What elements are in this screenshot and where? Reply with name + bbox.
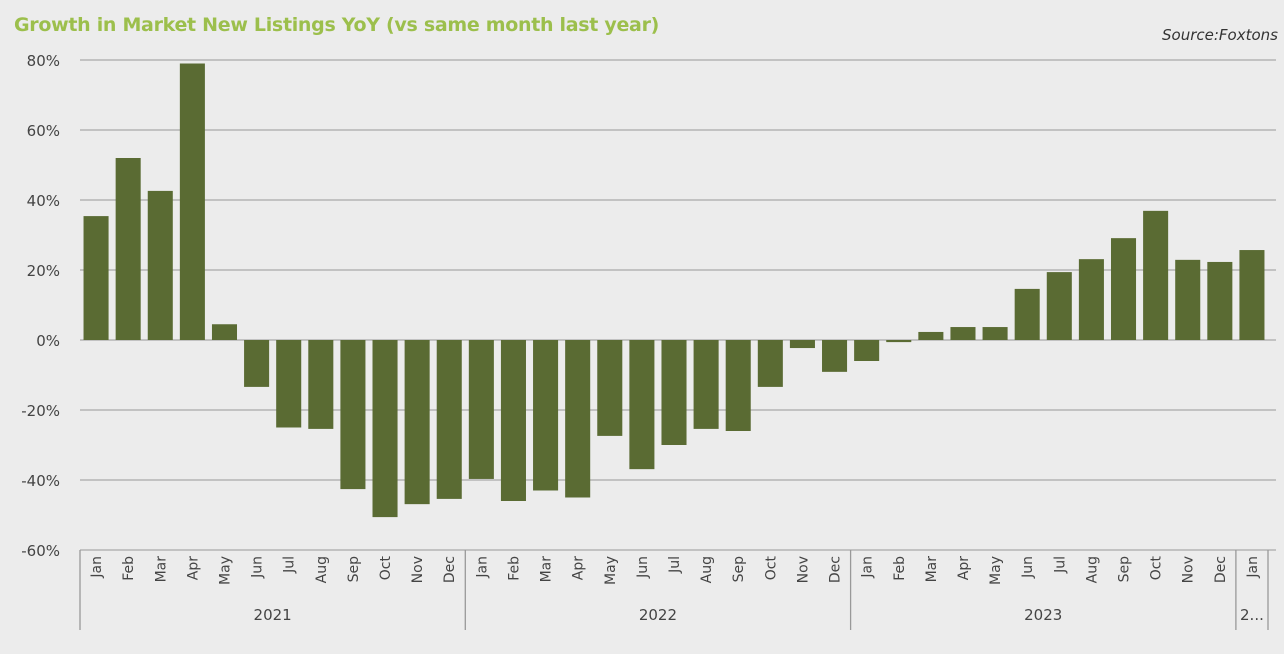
y-tick-label: -40% xyxy=(21,472,60,490)
x-tick-label: Nov xyxy=(1181,556,1197,583)
x-tick-label: Jun xyxy=(250,556,266,579)
bar xyxy=(1143,210,1169,340)
x-tick-label: Jul xyxy=(1052,556,1068,574)
bar xyxy=(211,324,238,340)
x-tick-label: Nov xyxy=(410,556,426,583)
y-tick-label: 60% xyxy=(27,122,60,140)
x-tick-label: Oct xyxy=(1149,556,1165,581)
bar xyxy=(404,340,430,505)
x-tick-label: Jan xyxy=(1245,556,1261,579)
bar xyxy=(597,340,623,436)
x-group-label: 2022 xyxy=(639,606,677,624)
bar xyxy=(1239,250,1265,340)
x-tick-label: Aug xyxy=(314,556,330,583)
x-tick-label: Sep xyxy=(346,556,362,583)
x-tick-label: Dec xyxy=(828,556,844,583)
y-tick-label: 20% xyxy=(27,262,60,280)
bar xyxy=(308,340,334,429)
bar xyxy=(1014,288,1040,340)
bar xyxy=(436,340,462,499)
x-tick-label: May xyxy=(603,556,619,585)
x-tick-label: Feb xyxy=(892,556,908,581)
x-tick-label: Jan xyxy=(89,556,105,579)
bar xyxy=(276,340,302,428)
bar xyxy=(1207,261,1233,340)
x-tick-label: Jan xyxy=(860,556,876,579)
bar xyxy=(757,340,783,387)
bar xyxy=(147,190,173,340)
x-tick-label: Feb xyxy=(121,556,137,581)
bar xyxy=(1046,272,1072,340)
x-tick-label: Sep xyxy=(1117,556,1133,583)
x-group-label: 2021 xyxy=(254,606,292,624)
source-label: Source:Foxtons xyxy=(1162,26,1278,44)
bar xyxy=(950,327,976,340)
x-tick-label: Apr xyxy=(956,556,972,580)
x-tick-label: Sep xyxy=(731,556,747,583)
bar xyxy=(886,340,912,343)
x-tick-label: Nov xyxy=(795,556,811,583)
y-tick-label: -60% xyxy=(21,542,60,560)
x-tick-label: May xyxy=(217,556,233,585)
x-group-label: 2... xyxy=(1240,606,1264,624)
x-group-label: 2023 xyxy=(1024,606,1062,624)
bar xyxy=(854,340,880,361)
bar xyxy=(340,340,366,490)
bar xyxy=(565,340,591,498)
bar xyxy=(693,340,719,429)
bar xyxy=(500,340,526,501)
bar xyxy=(533,340,559,491)
x-tick-label: Aug xyxy=(1084,556,1100,583)
bar xyxy=(822,340,848,372)
x-tick-label: Aug xyxy=(699,556,715,583)
x-tick-label: Mar xyxy=(153,556,169,583)
bar xyxy=(1110,238,1137,340)
bar xyxy=(725,340,751,431)
x-tick-label: Jan xyxy=(474,556,490,579)
x-tick-label: Oct xyxy=(378,556,394,581)
bar xyxy=(918,331,944,340)
x-tick-label: Jul xyxy=(667,556,683,574)
x-tick-label: Oct xyxy=(763,556,779,581)
x-tick-label: Feb xyxy=(506,556,522,581)
x-tick-label: May xyxy=(988,556,1004,585)
x-tick-label: Jul xyxy=(282,556,298,574)
bar xyxy=(982,327,1008,340)
x-tick-label: Dec xyxy=(1213,556,1229,583)
x-tick-label: Apr xyxy=(571,556,587,580)
bar xyxy=(244,340,270,387)
y-tick-label: 0% xyxy=(36,332,60,350)
x-tick-label: Apr xyxy=(185,556,201,580)
bar xyxy=(468,340,494,479)
bar xyxy=(83,216,109,340)
bar xyxy=(372,340,398,518)
bar xyxy=(629,340,655,470)
chart-title: Growth in Market New Listings YoY (vs sa… xyxy=(14,14,660,36)
x-tick-label: Mar xyxy=(539,556,555,583)
bar xyxy=(1175,259,1201,340)
bar xyxy=(1078,259,1104,340)
x-tick-label: Dec xyxy=(442,556,458,583)
y-tick-label: 80% xyxy=(27,52,60,70)
x-tick-label: Mar xyxy=(924,556,940,583)
bar xyxy=(661,340,687,445)
x-tick-label: Jun xyxy=(1020,556,1036,579)
bar xyxy=(789,340,815,349)
bar xyxy=(179,63,205,340)
y-tick-label: 40% xyxy=(27,192,60,210)
x-tick-label: Jun xyxy=(635,556,651,579)
bar xyxy=(115,158,141,340)
y-tick-label: -20% xyxy=(21,402,60,420)
